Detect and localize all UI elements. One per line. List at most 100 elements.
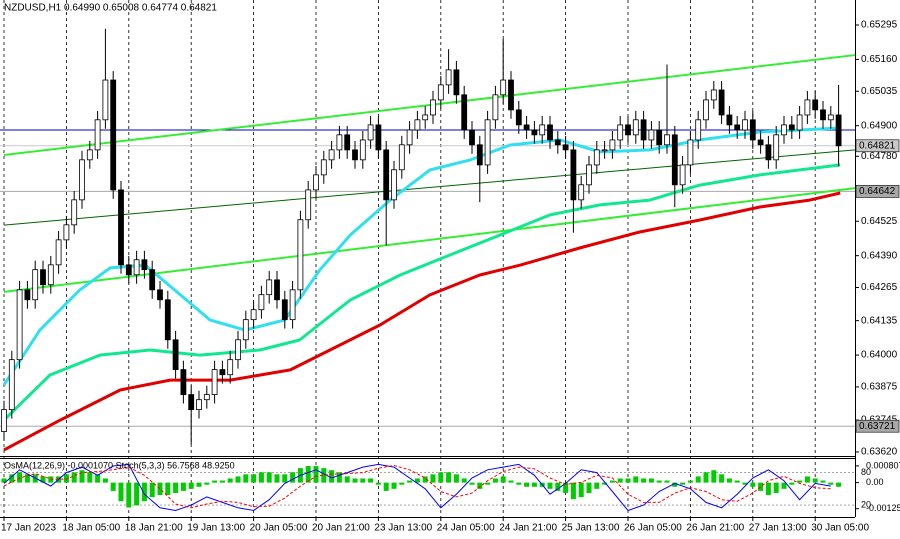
candle-body bbox=[804, 99, 811, 116]
histogram-bar bbox=[329, 470, 335, 483]
candle-body bbox=[188, 394, 195, 411]
histogram-bar bbox=[742, 482, 748, 485]
histogram-bar bbox=[188, 482, 194, 489]
candle-body bbox=[679, 164, 686, 186]
candle-body bbox=[609, 139, 616, 151]
candle-body bbox=[648, 129, 655, 141]
candle-body bbox=[375, 124, 382, 151]
histogram-bar bbox=[648, 478, 654, 483]
x-tick-label: 30 Jan 05:00 bbox=[811, 523, 869, 534]
candle-body bbox=[79, 159, 85, 201]
trend-line bbox=[3, 54, 856, 156]
candle-body bbox=[656, 129, 663, 146]
x-tick-label: 20 Jan 05:00 bbox=[250, 523, 308, 534]
candle-body bbox=[796, 114, 803, 131]
histogram-bar bbox=[204, 482, 210, 485]
y-tick-label: 0.63620 bbox=[861, 447, 898, 458]
x-tick-label: 27 Jan 13:00 bbox=[749, 523, 807, 534]
candle-body bbox=[461, 94, 468, 131]
histogram-bar bbox=[703, 472, 709, 483]
price-panel bbox=[0, 28, 856, 452]
histogram-bar bbox=[110, 482, 116, 491]
candle-body bbox=[437, 84, 444, 101]
candle-body bbox=[500, 79, 507, 96]
candle-body bbox=[710, 89, 717, 101]
histogram-bar bbox=[812, 478, 818, 483]
histogram-bar bbox=[820, 480, 826, 483]
histogram-bar bbox=[399, 482, 405, 485]
histogram-bar bbox=[165, 482, 171, 496]
y-tick-label: 0.63875 bbox=[861, 382, 898, 393]
candle-body bbox=[258, 294, 265, 311]
candle-body bbox=[570, 149, 577, 201]
candle-body bbox=[562, 144, 569, 151]
candle-body bbox=[47, 264, 54, 286]
candle-body bbox=[664, 134, 670, 146]
candle-body bbox=[508, 79, 514, 111]
histogram-bar bbox=[594, 482, 600, 489]
candle-body bbox=[593, 149, 600, 166]
y-tick-label: 0.64525 bbox=[861, 216, 898, 227]
candle-body bbox=[640, 119, 647, 141]
candle-body bbox=[172, 339, 179, 371]
candle-body bbox=[695, 119, 702, 141]
histogram-bar bbox=[1, 478, 7, 483]
candle-body bbox=[492, 94, 499, 121]
candle-body bbox=[734, 124, 741, 131]
y2-tick-label: 20 bbox=[861, 499, 871, 509]
candle-body bbox=[547, 124, 553, 141]
histogram-bar bbox=[664, 480, 670, 483]
histogram-bar bbox=[672, 482, 678, 487]
candle-body bbox=[180, 369, 187, 395]
candle-body bbox=[820, 109, 826, 121]
x-tick-label: 25 Jan 13:00 bbox=[562, 523, 620, 534]
histogram-bar bbox=[836, 482, 842, 487]
histogram-bar bbox=[290, 472, 296, 483]
price-level-box bbox=[855, 139, 900, 153]
x-tick-label: 24 Jan 05:00 bbox=[437, 523, 495, 534]
histogram-bar bbox=[570, 482, 576, 500]
histogram-bar bbox=[407, 480, 413, 483]
candle-body bbox=[406, 129, 413, 146]
histogram-bar bbox=[40, 476, 46, 483]
candle-body bbox=[445, 69, 452, 86]
candle-body bbox=[32, 269, 39, 301]
histogram-bar bbox=[313, 466, 319, 483]
candle-body bbox=[164, 299, 171, 341]
candle-body bbox=[94, 119, 101, 151]
candle-body bbox=[757, 139, 764, 146]
histogram-bar bbox=[789, 482, 795, 485]
histogram-bar bbox=[656, 480, 662, 483]
histogram-bar bbox=[726, 478, 732, 483]
histogram-bar bbox=[344, 476, 350, 483]
histogram-bar bbox=[87, 472, 93, 483]
histogram-bar bbox=[547, 482, 553, 489]
candle-body bbox=[274, 279, 280, 301]
histogram-bar bbox=[781, 482, 787, 489]
indicator-panel bbox=[0, 463, 855, 512]
histogram-bar bbox=[336, 472, 342, 483]
y-tick-label: 0.64265 bbox=[861, 282, 898, 293]
candle-body bbox=[352, 149, 358, 161]
histogram-bar bbox=[492, 478, 498, 483]
histogram-bar bbox=[773, 482, 779, 493]
oscillator-line bbox=[3, 463, 831, 512]
histogram-bar bbox=[617, 478, 623, 483]
histogram-bar bbox=[695, 476, 701, 483]
candle-body bbox=[24, 289, 31, 301]
candle-body bbox=[781, 124, 787, 136]
histogram-bar bbox=[516, 482, 522, 485]
y-tick-label: 0.64900 bbox=[861, 120, 898, 131]
candle-body bbox=[812, 99, 819, 111]
candle-body bbox=[86, 149, 93, 161]
candle-body bbox=[63, 224, 70, 241]
candle-body bbox=[102, 79, 109, 121]
histogram-bar bbox=[141, 482, 147, 502]
candle-body bbox=[726, 114, 733, 126]
y-tick-label: 0.00 bbox=[866, 477, 884, 487]
moving-average bbox=[3, 191, 841, 452]
candle-body bbox=[71, 199, 78, 226]
x-tick-label: 18 Jan 21:00 bbox=[125, 523, 183, 534]
x-tick-label: 24 Jan 21:00 bbox=[499, 523, 557, 534]
histogram-bar bbox=[641, 478, 647, 483]
